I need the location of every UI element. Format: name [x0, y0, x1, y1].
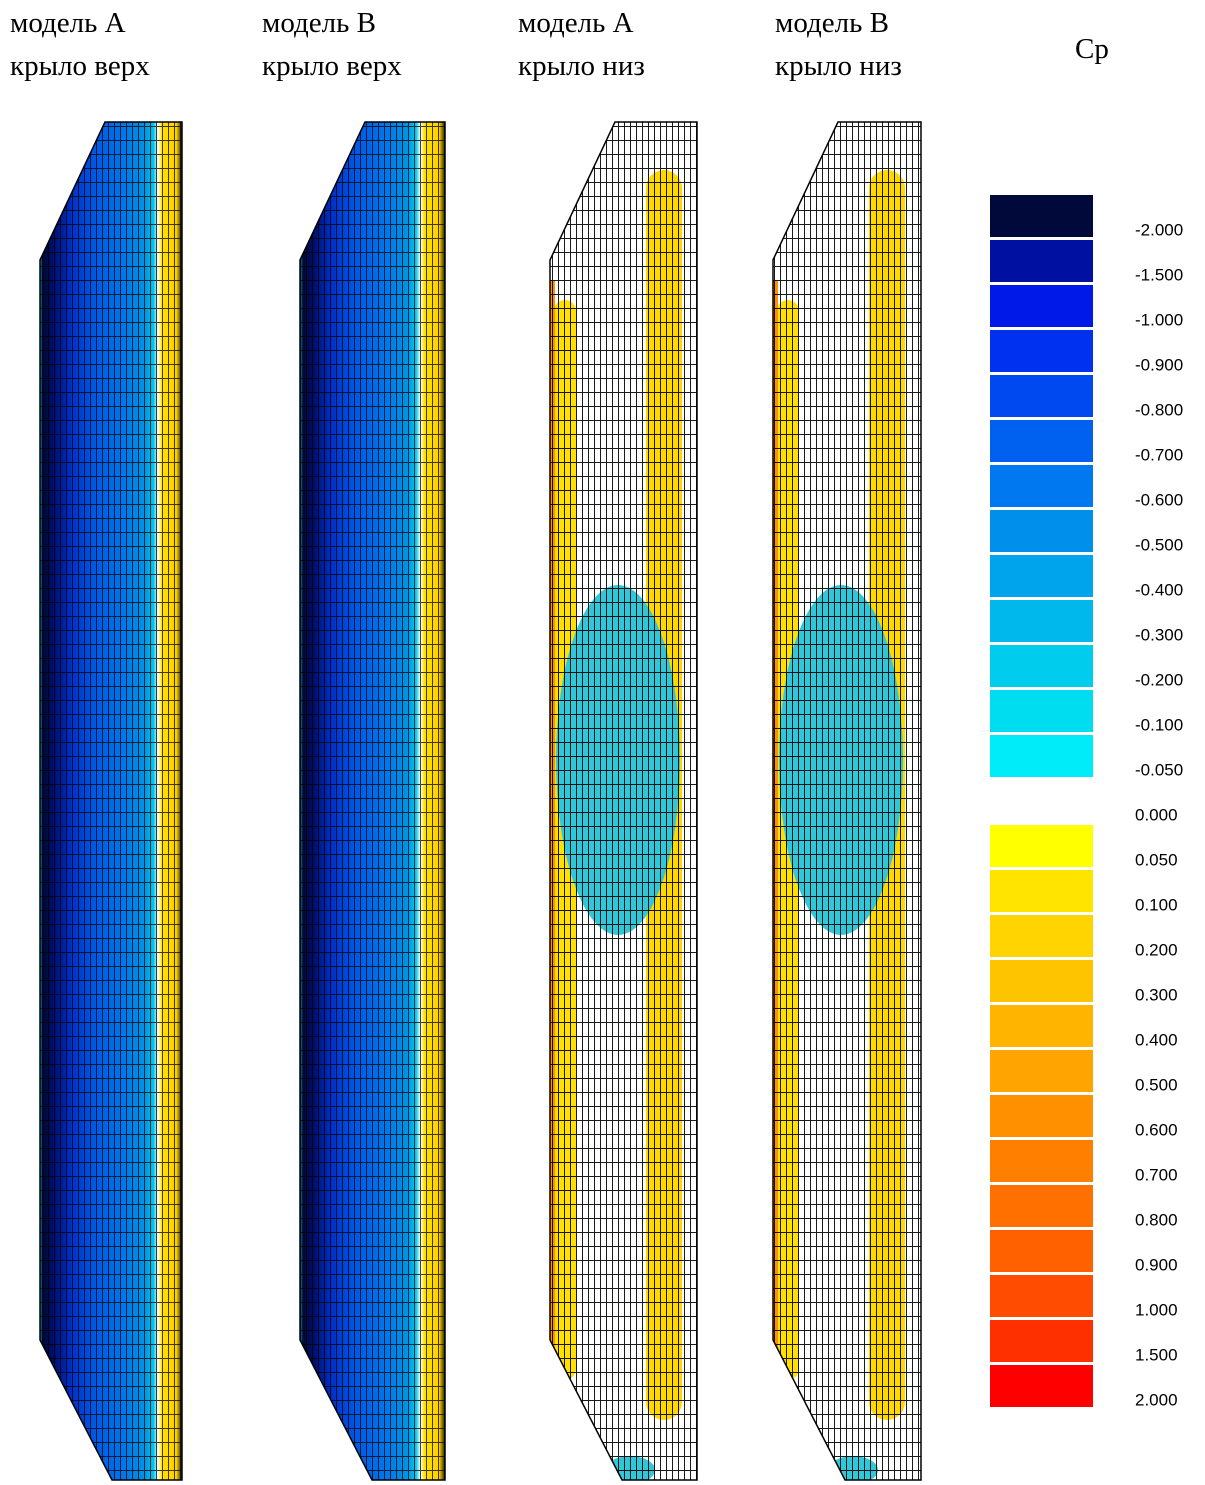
legend-swatch — [990, 1050, 1093, 1092]
legend-label: 0.200 — [1135, 940, 1178, 959]
legend-label: -0.400 — [1135, 580, 1183, 599]
legend-swatch — [990, 1140, 1093, 1182]
legend-swatch — [990, 1365, 1093, 1407]
legend-swatch — [990, 330, 1093, 372]
legend-label: 1.500 — [1135, 1345, 1178, 1364]
legend-label: -0.700 — [1135, 445, 1183, 464]
panel-model: модель В — [262, 7, 376, 39]
legend-label: 0.800 — [1135, 1210, 1178, 1229]
legend-label: -0.050 — [1135, 760, 1183, 779]
wings — [39, 121, 922, 1481]
wing-outline — [39, 121, 183, 1481]
legend-label: -0.500 — [1135, 535, 1183, 554]
legend-swatch — [990, 195, 1093, 237]
mesh — [40, 122, 182, 1480]
legend-swatch — [990, 285, 1093, 327]
legend: -2.000 -1.500 -1.000 -0.900 -0.800 -0.700 -0.6… — [990, 195, 1183, 1409]
legend-label: 0.000 — [1135, 805, 1178, 824]
legend-swatch — [990, 240, 1093, 282]
legend-label: 2.000 — [1135, 1390, 1178, 1409]
legend-label: -1.500 — [1135, 265, 1183, 284]
panel-model: модель В — [775, 7, 889, 39]
legend-label: -0.200 — [1135, 670, 1183, 689]
wing — [40, 122, 182, 1480]
legend-swatch — [990, 465, 1093, 507]
legend-label: -0.900 — [1135, 355, 1183, 374]
legend-label: 0.600 — [1135, 1120, 1178, 1139]
panel-surface: крыло низ — [775, 50, 902, 82]
legend-label: -0.800 — [1135, 400, 1183, 419]
wing-outline — [549, 121, 698, 1481]
mesh — [550, 122, 697, 1480]
legend-swatch — [990, 600, 1093, 642]
legend-label: 0.500 — [1135, 1075, 1178, 1094]
legend-swatch — [990, 1275, 1093, 1317]
legend-swatch — [990, 1320, 1093, 1362]
wing-outline — [772, 121, 922, 1481]
legend-swatch — [990, 555, 1093, 597]
legend-label: -0.300 — [1135, 625, 1183, 644]
panel-model: модель А — [518, 7, 634, 39]
panel-labels: модель А крыло верх модель В крыло верх моде… — [10, 7, 902, 82]
legend-swatch — [990, 915, 1093, 957]
legend-swatch — [990, 375, 1093, 417]
legend-swatch — [990, 1095, 1093, 1137]
panel-surface: крыло верх — [262, 50, 402, 82]
legend-label: 1.000 — [1135, 1300, 1178, 1319]
legend-swatch — [990, 1185, 1093, 1227]
legend-label: -1.000 — [1135, 310, 1183, 329]
wing-outline — [299, 121, 446, 1481]
legend-swatch — [990, 870, 1093, 912]
legend-label: -2.000 — [1135, 220, 1183, 239]
legend-label: -0.600 — [1135, 490, 1183, 509]
wing — [300, 122, 445, 1480]
legend-swatch — [990, 735, 1093, 777]
legend-label: 0.300 — [1135, 985, 1178, 1004]
legend-swatch — [990, 825, 1093, 867]
mesh — [300, 122, 445, 1480]
panel-surface: крыло низ — [518, 50, 645, 82]
mesh — [773, 122, 921, 1480]
legend-label: 0.900 — [1135, 1255, 1178, 1274]
legend-swatch — [990, 780, 1093, 822]
legend-title: Cp — [1075, 33, 1109, 65]
legend-swatch — [990, 690, 1093, 732]
legend-label: 0.050 — [1135, 850, 1178, 869]
legend-swatch — [990, 510, 1093, 552]
legend-swatch — [990, 420, 1093, 462]
legend-swatch — [990, 1230, 1093, 1272]
legend-label: 0.700 — [1135, 1165, 1178, 1184]
legend-swatch — [990, 960, 1093, 1002]
legend-label: 0.400 — [1135, 1030, 1178, 1049]
panel-model: модель А — [10, 7, 126, 39]
legend-label: 0.100 — [1135, 895, 1178, 914]
legend-swatch — [990, 645, 1093, 687]
legend-label: -0.100 — [1135, 715, 1183, 734]
legend-swatch — [990, 1005, 1093, 1047]
panel-surface: крыло верх — [10, 50, 150, 82]
wing — [773, 122, 921, 1480]
wing — [550, 122, 697, 1480]
